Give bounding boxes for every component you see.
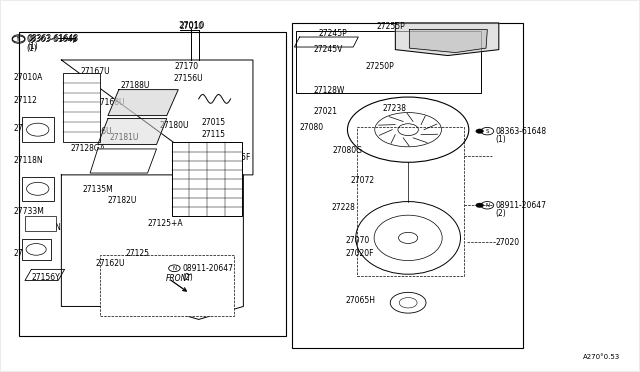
- Ellipse shape: [374, 215, 442, 260]
- Text: 27010: 27010: [178, 22, 205, 31]
- Text: 27010A: 27010A: [13, 73, 43, 82]
- Polygon shape: [108, 90, 178, 116]
- Text: 27020F: 27020F: [346, 249, 374, 258]
- Text: 27070: 27070: [346, 236, 370, 246]
- Polygon shape: [61, 60, 253, 175]
- Text: 27188U: 27188U: [121, 81, 150, 90]
- Text: FRONT: FRONT: [166, 274, 191, 283]
- Text: 08363-61648: 08363-61648: [28, 34, 79, 43]
- Text: (1): (1): [28, 42, 38, 51]
- Text: S: S: [486, 129, 489, 134]
- Text: 27065H: 27065H: [346, 296, 376, 305]
- Text: (2): (2): [182, 273, 193, 282]
- Text: 27118N: 27118N: [13, 155, 43, 164]
- Bar: [100, 255, 234, 317]
- Text: 27245V: 27245V: [314, 45, 343, 54]
- Text: N: N: [172, 266, 177, 271]
- Text: 27125+A: 27125+A: [148, 219, 183, 228]
- Text: 27170: 27170: [174, 62, 198, 71]
- Polygon shape: [410, 30, 487, 52]
- Text: 27181U: 27181U: [109, 133, 139, 142]
- Text: S: S: [17, 37, 20, 42]
- Polygon shape: [98, 119, 167, 144]
- Bar: [357, 127, 465, 276]
- Bar: [292, 23, 523, 348]
- Text: 27080G: 27080G: [333, 146, 363, 155]
- Text: 08911-20647: 08911-20647: [182, 264, 233, 273]
- Text: 27167U: 27167U: [81, 67, 110, 76]
- Text: (2): (2): [495, 209, 506, 218]
- Ellipse shape: [375, 113, 442, 147]
- Polygon shape: [90, 149, 157, 173]
- Text: 27128GA: 27128GA: [71, 144, 106, 153]
- Text: 27128W: 27128W: [314, 86, 345, 95]
- Text: 27172N: 27172N: [13, 249, 44, 258]
- Text: S: S: [17, 36, 20, 41]
- Text: 27156U: 27156U: [173, 74, 203, 83]
- Circle shape: [476, 203, 483, 208]
- Circle shape: [476, 129, 483, 134]
- Text: 27166U: 27166U: [83, 126, 112, 136]
- Text: 27165U: 27165U: [13, 124, 43, 133]
- Text: 27021: 27021: [314, 108, 338, 116]
- Ellipse shape: [356, 202, 461, 274]
- Text: 27080: 27080: [300, 123, 324, 132]
- Ellipse shape: [348, 97, 468, 162]
- Text: 27015: 27015: [202, 118, 226, 127]
- Text: 27135M: 27135M: [83, 185, 113, 194]
- Circle shape: [399, 232, 418, 243]
- Text: 27228: 27228: [332, 203, 355, 212]
- Bar: [22, 177, 54, 201]
- Text: 27162U: 27162U: [95, 259, 125, 268]
- Text: 27182U: 27182U: [108, 196, 138, 205]
- Polygon shape: [61, 175, 243, 320]
- Text: 27156Y: 27156Y: [31, 273, 60, 282]
- Circle shape: [398, 124, 419, 136]
- Bar: [172, 142, 242, 217]
- Text: 27115: 27115: [202, 129, 226, 139]
- Polygon shape: [396, 23, 499, 55]
- Text: A270°0.53: A270°0.53: [583, 354, 620, 360]
- Bar: [63, 73, 100, 141]
- Text: (1): (1): [26, 44, 37, 52]
- Text: 08363-61648: 08363-61648: [495, 126, 547, 136]
- Text: 27168U: 27168U: [95, 98, 125, 107]
- Text: 27115F: 27115F: [223, 153, 252, 161]
- Text: 27255P: 27255P: [376, 22, 405, 31]
- Text: N: N: [485, 203, 490, 208]
- Text: 27752N: 27752N: [31, 223, 61, 232]
- Text: 27020: 27020: [495, 238, 520, 247]
- Text: 08363-61648: 08363-61648: [26, 35, 77, 44]
- Bar: [22, 117, 54, 142]
- Text: (1): (1): [495, 135, 506, 144]
- Bar: [19, 32, 285, 336]
- Text: 27185U: 27185U: [109, 159, 139, 168]
- Bar: [25, 216, 56, 231]
- Text: 27192: 27192: [383, 126, 406, 135]
- Text: 27180U: 27180U: [159, 122, 189, 131]
- Bar: [296, 32, 481, 93]
- Text: 27010: 27010: [179, 22, 204, 31]
- Text: 27238: 27238: [383, 104, 406, 113]
- Text: 27733M: 27733M: [13, 208, 44, 217]
- Bar: [22, 238, 51, 260]
- Text: 27245P: 27245P: [319, 29, 348, 38]
- Text: 27250P: 27250P: [366, 62, 395, 71]
- Text: 08911-20647: 08911-20647: [495, 201, 547, 210]
- Text: 27072: 27072: [351, 176, 375, 185]
- Text: 27125: 27125: [126, 249, 150, 258]
- Text: 27112: 27112: [13, 96, 37, 105]
